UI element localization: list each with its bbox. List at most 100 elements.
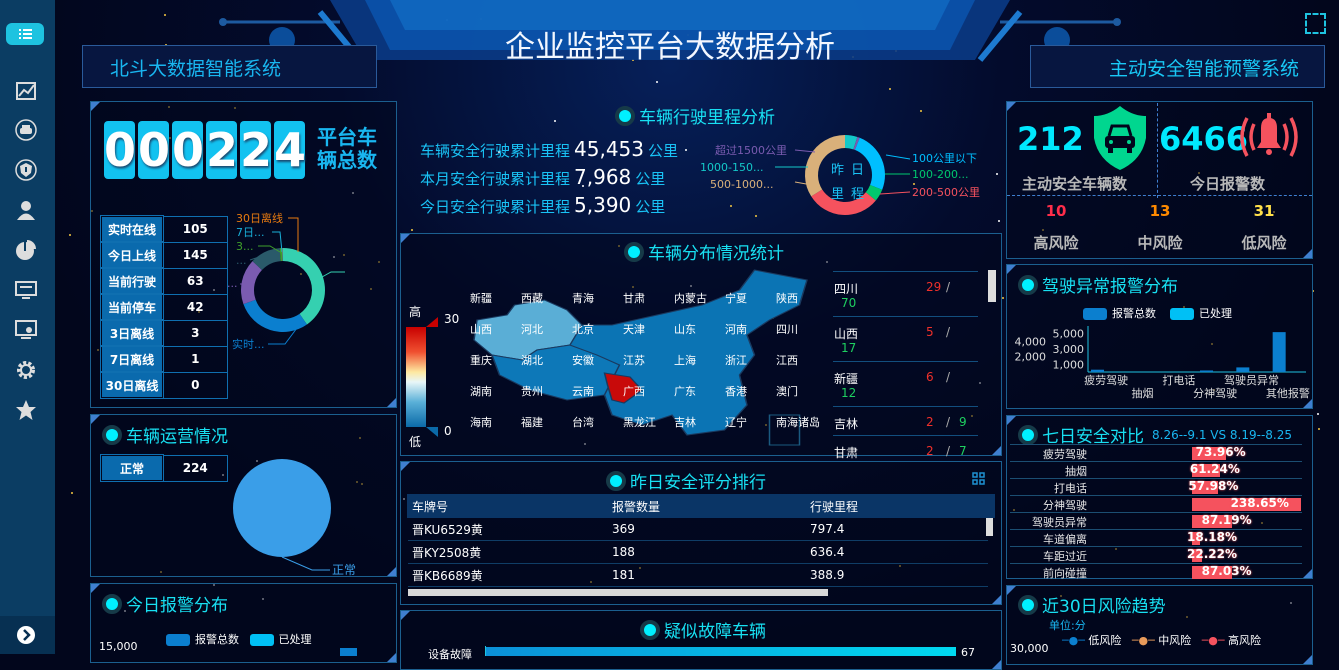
fullscreen-icon[interactable] [1305,13,1326,34]
province-name: 山西 [834,325,858,342]
compare-value: 57.98% [1188,479,1238,493]
donut-segment[interactable] [243,300,307,332]
province-label: 浙江 [725,354,747,367]
star-dot [411,229,413,231]
province-label: 天津 [623,323,645,336]
table-cell: 晋KB6689黄 [412,567,483,584]
legend-label: 中风险 [1158,634,1191,647]
y-tick-label: 3,000 [1053,343,1085,356]
x-tick-label: 打电话 [1162,373,1195,387]
monitor-icon[interactable] [15,279,37,301]
province-label: 云南 [572,385,594,398]
separator: / [946,325,950,339]
province-label: 上海 [674,353,696,367]
bar[interactable] [1236,367,1249,372]
mileage-unit: 公里 [635,198,665,216]
table-cell: 388.9 [810,568,844,582]
label-line [880,192,910,194]
menu-icon [6,23,44,45]
category-label: 疲劳驾驶 [1007,446,1087,462]
legend-label: 低风险 [1088,634,1121,647]
donut-center-text: 昨 [831,163,844,178]
star-dot [1002,297,1004,299]
trend-chart-icon[interactable] [15,80,37,102]
china-map[interactable]: 新疆西藏青海甘肃内蒙古宁夏陕西山西河北北京天津山东河南四川重庆湖北安徽江苏上海浙… [462,262,830,455]
shield-icon[interactable] [15,159,37,181]
list-scrollbar[interactable] [988,270,996,302]
user-icon[interactable] [15,199,37,221]
province-label: 黑龙江 [623,416,656,429]
bar[interactable] [1200,370,1213,372]
horizontal-scrollbar[interactable] [408,589,828,596]
online-status-donut: 30日离线7日...3.........实时... [200,210,400,370]
column-header[interactable]: 行驶里程 [810,498,858,515]
visual-map-high-label: 高 [409,303,421,320]
vehicle-count: 17 [841,341,856,355]
screen-icon[interactable] [15,319,37,341]
legend-swatch [166,634,190,646]
legend-marker-high: ─●─ [1202,634,1225,647]
mileage-label: 车辆安全行驶累计里程 [420,142,570,160]
alarm-count: 6 [926,370,934,384]
vertical-scrollbar[interactable] [986,518,993,536]
legend-label: 报警总数 [1112,307,1156,320]
title-dot-icon [102,594,122,614]
stat-key: 实时在线 [101,216,163,242]
legend-swatch [1083,308,1107,320]
x-tick-label: 抽烟 [1132,386,1154,400]
car-icon[interactable] [15,119,37,141]
mileage-label: 本月安全行驶累计里程 [420,170,570,188]
pie-chart-icon[interactable] [15,239,37,261]
column-header[interactable]: 报警数量 [612,498,660,515]
compare-value: 87.19% [1202,513,1252,527]
active-vehicles-label: 主动安全车辆数 [1022,173,1127,194]
gear-icon[interactable] [15,359,37,381]
donut-label: 1000-150... [700,161,763,174]
left-system-title: 北斗大数据智能系统 [82,45,377,88]
legend-swatch [250,634,274,646]
donut-label: 30日离线 [236,211,283,225]
risk-label: 高风险 [1031,232,1081,253]
label-line [288,218,298,252]
handle-high[interactable] [426,317,438,327]
star-dot [71,492,73,494]
title-dot-icon [615,106,635,126]
donut-segment[interactable] [241,261,262,304]
risk-count: 31 [1239,202,1289,220]
sidebar [0,0,55,654]
bar [340,648,357,656]
visual-map-legend[interactable] [400,300,440,450]
table-header-row: 车牌号 报警数量 行驶里程 [408,495,988,518]
star-dot [920,110,922,112]
grid-icon[interactable] [972,472,986,486]
title-dot-icon [1018,595,1038,615]
title-dot-icon [606,471,626,491]
handle-low[interactable] [426,427,438,437]
fault-bar-value: 67 [961,646,975,659]
province-label: 湖南 [470,385,492,398]
legend-swatch [1170,308,1194,320]
star-icon[interactable] [15,399,37,421]
visual-map-min: 0 [444,424,452,438]
column-header[interactable]: 车牌号 [412,498,448,515]
bar[interactable] [1091,370,1104,372]
donut-label: 100-200... [912,168,968,181]
stat-value: 224 [163,455,227,481]
collapse-button[interactable] [0,616,55,654]
risk-trend-legend: ─●─ 低风险 ─●─ 中风险 ─●─ 高风险 [1062,632,1261,648]
donut-segment[interactable] [283,248,325,324]
separator: / [946,370,950,384]
menu-toggle-button[interactable] [6,23,44,45]
province-label: 陕西 [776,291,798,305]
bar[interactable] [1273,332,1286,372]
